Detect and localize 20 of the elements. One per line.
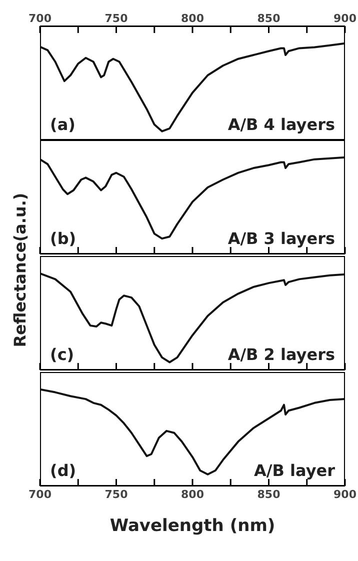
x-tick-label: 900: [334, 12, 357, 25]
x-tick-label: 900: [334, 488, 357, 501]
annotation: A/B 2 layers: [228, 345, 335, 364]
x-tick-label: 750: [104, 12, 128, 25]
annotation: (d): [50, 461, 76, 480]
annotation: (b): [50, 229, 76, 248]
x-tick-label: 850: [257, 12, 281, 25]
x-tick-label: 800: [181, 488, 204, 501]
annotation: A/B 4 layers: [228, 115, 335, 134]
x-tick-label: 700: [28, 12, 52, 25]
annotation: A/B layer: [254, 461, 335, 480]
annotation: (a): [50, 115, 76, 134]
x-tick-label: 750: [104, 488, 128, 501]
x-tick-label: 850: [257, 488, 281, 501]
annotation: A/B 3 layers: [228, 229, 335, 248]
x-axis-title: Wavelength (nm): [108, 516, 276, 536]
y-axis-title: Reflectance(a.u.): [10, 192, 30, 348]
annotation: (c): [50, 345, 74, 364]
x-tick-label: 700: [28, 488, 52, 501]
x-tick-label: 800: [181, 12, 204, 25]
